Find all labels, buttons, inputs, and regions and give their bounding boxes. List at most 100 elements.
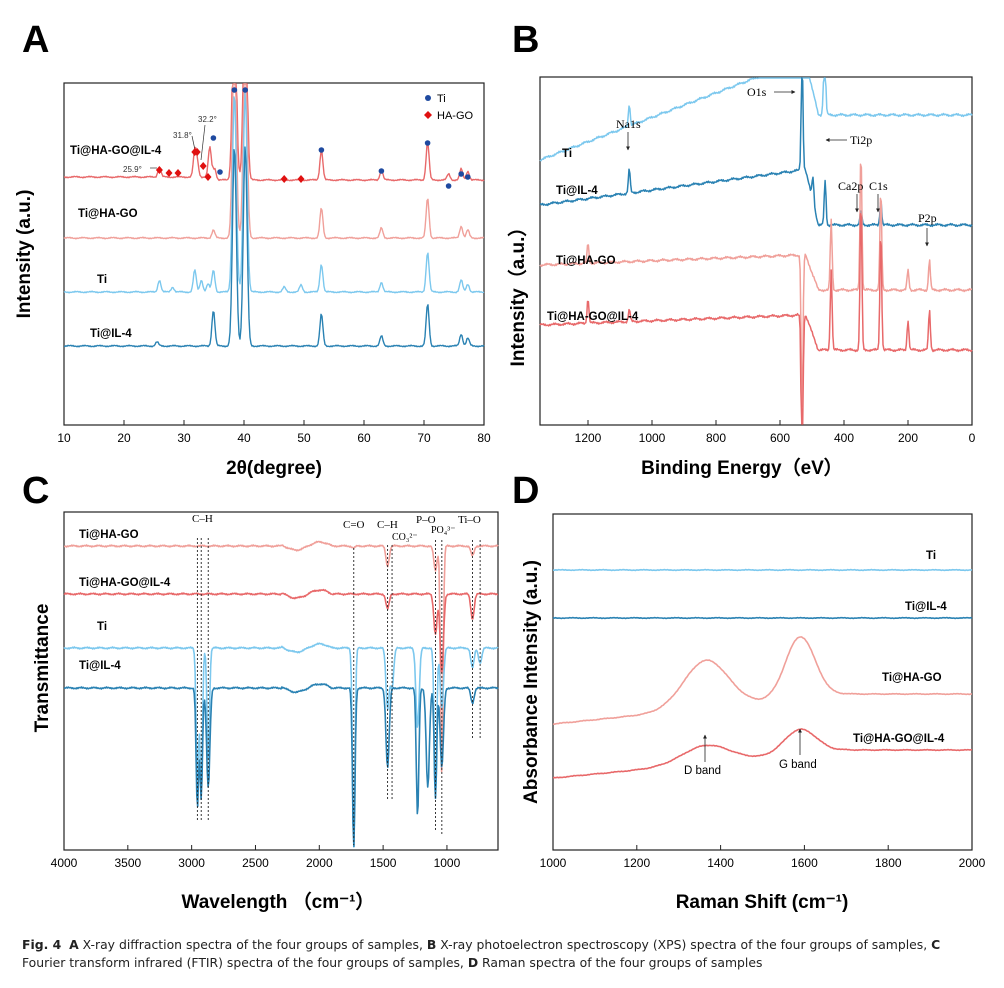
c-x-ticklabel: 1000 <box>434 856 461 870</box>
b-peak-ti2p: Ti2p <box>850 133 872 147</box>
d-series-1 <box>552 616 973 620</box>
b-series-label-til: Ti@IL-4 <box>556 185 598 197</box>
c-band-co: C=O <box>343 519 365 531</box>
figure-caption: Fig. 4 A X-ray diffraction spectra of th… <box>22 936 987 972</box>
a-ti-marker <box>445 183 452 189</box>
panel-d-letter: D <box>512 470 539 512</box>
c-series-2 <box>63 642 499 848</box>
panel-a: A 10 20 30 40 50 60 70 80 Intensity (a.u.) 2θ(d… <box>14 19 491 479</box>
c-series-label-ti: Ti <box>97 621 107 633</box>
a-hago-marker <box>297 175 305 183</box>
b-x-ticklabel: 200 <box>898 431 918 445</box>
a-x-ticklabel: 80 <box>477 431 491 445</box>
panel-b: B 1200 1000 800 600 400 200 0 Intensity（a.u.） … <box>506 19 976 479</box>
c-band-ch2: C–H <box>377 519 398 531</box>
a-ti-marker <box>318 147 325 153</box>
b-x-ticklabel: 1200 <box>575 431 602 445</box>
b-peak-ca2p: Ca2p <box>838 179 863 193</box>
caption-c: C <box>931 937 941 952</box>
b-series-1 <box>539 77 973 228</box>
b-series-2 <box>539 163 973 408</box>
panel-b-ylabel: Intensity（a.u.） <box>506 218 529 367</box>
a-hago-marker <box>155 166 163 174</box>
b-series-3 <box>539 213 973 425</box>
a-annot-leader-318 <box>191 135 196 151</box>
panel-d-curves <box>552 568 973 779</box>
b-peak-na1s: Na1s <box>616 117 641 131</box>
a-ti-marker <box>378 168 385 174</box>
a-hago-marker <box>199 162 207 170</box>
a-legend-ti-marker <box>425 95 431 101</box>
a-x-ticklabel: 70 <box>417 431 431 445</box>
b-peak-p2p: P2p <box>918 211 937 225</box>
a-x-ticklabel: 30 <box>177 431 191 445</box>
caption-d-text: Raman spectra of the four groups of samp… <box>478 955 763 970</box>
b-x-ticklabel: 1000 <box>639 431 666 445</box>
b-series-label-thg: Ti@HA-GO <box>556 255 616 267</box>
a-ti-marker <box>465 174 471 180</box>
c-band-po: P–O <box>416 514 436 526</box>
d-series-label-thg: Ti@HA-GO <box>882 672 942 684</box>
panel-b-letter: B <box>512 19 539 61</box>
b-series-label-ti: Ti <box>562 148 572 160</box>
a-series-label-ti: Ti <box>97 274 107 286</box>
d-x-ticklabel: 1200 <box>623 856 650 870</box>
d-x-ticklabel: 1600 <box>791 856 818 870</box>
c-x-ticklabel: 4000 <box>51 856 78 870</box>
caption-d: D <box>467 955 479 970</box>
panel-c-ylabel: Transmittance <box>32 604 53 733</box>
c-band-guides <box>196 538 481 845</box>
c-x-ticklabel: 1500 <box>370 856 397 870</box>
panel-b-curves <box>539 77 973 425</box>
a-hago-marker <box>193 148 201 156</box>
b-peak-o1s: O1s <box>747 85 767 99</box>
c-x-ticklabel: 3500 <box>114 856 141 870</box>
panel-d-ylabel: Absorbance Intensity (a.u.) <box>521 560 542 804</box>
a-hago-marker <box>174 169 182 177</box>
caption-b-text: X-ray photoelectron spectroscopy (XPS) s… <box>436 937 932 952</box>
a-series-label-thg: Ti@HA-GO <box>78 208 138 220</box>
panel-a-curves <box>63 83 485 348</box>
panel-a-letter: A <box>22 19 49 61</box>
b-peak-c1s: C1s <box>869 179 888 193</box>
panel-a-xticks: 10 20 30 40 50 60 70 80 <box>57 420 491 445</box>
c-series-3 <box>63 683 499 848</box>
panel-d-xticks: 1000 1200 1400 1600 1800 2000 <box>540 845 986 870</box>
a-x-ticklabel: 60 <box>357 431 371 445</box>
panel-b-frame <box>539 76 973 426</box>
b-x-ticklabel: 600 <box>770 431 790 445</box>
caption-a: A <box>69 937 79 952</box>
panel-c: C 4000 3500 3000 2500 2000 1500 1000 Transmitt… <box>22 470 499 913</box>
a-legend-hago-label: HA-GO <box>437 110 474 122</box>
a-ti-marker <box>242 87 248 93</box>
caption-b: B <box>426 937 437 952</box>
d-series-3 <box>552 728 973 779</box>
a-hago-marker <box>204 173 212 181</box>
a-ti-marker <box>217 169 223 175</box>
panel-c-xticks: 4000 3500 3000 2500 2000 1500 1000 <box>51 845 461 870</box>
a-ti-marker <box>424 140 431 146</box>
c-series-label-thgil: Ti@HA-GO@IL-4 <box>79 577 171 589</box>
a-annot-259: 25.9° <box>123 165 142 174</box>
panel-b-xlabel: Binding Energy（eV） <box>641 456 843 479</box>
a-hago-marker <box>280 175 288 183</box>
panel-c-letter: C <box>22 470 49 512</box>
d-x-ticklabel: 1400 <box>707 856 734 870</box>
c-band-tio: Ti–O <box>458 514 481 526</box>
caption-fig: Fig. 4 <box>22 937 62 952</box>
a-series-1 <box>63 83 485 240</box>
c-series-label-til: Ti@IL-4 <box>79 660 121 672</box>
c-band-po4: PO₄³⁻ <box>431 525 456 536</box>
d-series-label-thgil: Ti@HA-GO@IL-4 <box>853 733 945 745</box>
d-series-0 <box>553 568 973 572</box>
a-phase-markers <box>155 87 471 189</box>
b-series-0 <box>539 77 973 162</box>
b-series-label-thgil: Ti@HA-GO@IL-4 <box>547 311 639 323</box>
a-series-label-til: Ti@IL-4 <box>90 328 132 340</box>
caption-a-text: X-ray diffraction spectra of the four gr… <box>78 937 427 952</box>
a-series-2 <box>63 92 485 294</box>
a-series-label-thgil: Ti@HA-GO@IL-4 <box>70 145 162 157</box>
a-series-3 <box>64 146 485 348</box>
d-series-label-ti: Ti <box>926 550 936 562</box>
panel-c-xlabel: Wavelength （cm⁻¹） <box>181 890 374 913</box>
